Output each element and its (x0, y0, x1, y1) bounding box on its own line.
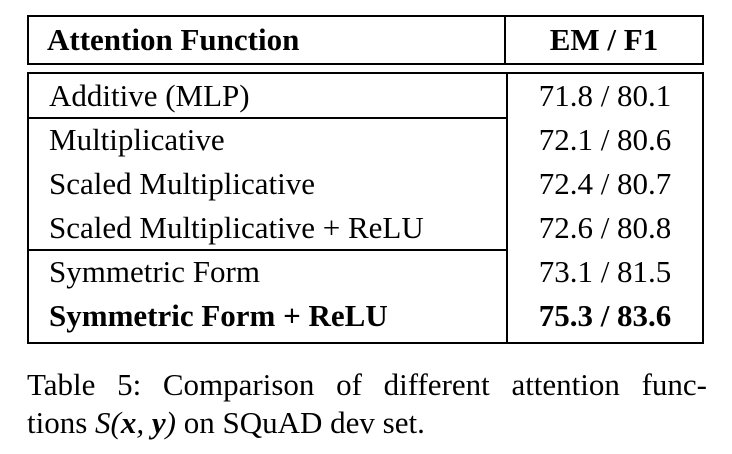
row-score: 75.3 / 83.6 (538, 298, 672, 333)
header-cell-function: Attention Function (29, 17, 506, 63)
caption-math-expression: S(x, y) (95, 405, 176, 440)
row-score: 71.8 / 80.1 (538, 78, 672, 113)
caption-line-1: Table 5: Comparison of different attenti… (27, 367, 707, 402)
math-x-symbol: x (120, 405, 137, 440)
table-body: Additive (MLP) 71.8 / 80.1 Multiplicativ… (27, 72, 704, 344)
row-score: 72.6 / 80.8 (538, 210, 672, 245)
caption-line-2: tions S(x, y) on SQuAD dev set. (27, 404, 707, 442)
math-y-symbol: y (151, 405, 166, 440)
table-row: Scaled Multiplicative + ReLU 72.6 / 80.8 (29, 206, 702, 250)
row-function: Symmetric Form + ReLU (49, 298, 388, 333)
table-header: Attention Function EM / F1 (27, 15, 704, 65)
row-score: 72.1 / 80.6 (538, 122, 672, 157)
row-score: 72.4 / 80.7 (538, 166, 672, 201)
row-score: 73.1 / 81.5 (538, 254, 672, 289)
caption-prefix: tions (27, 405, 88, 440)
row-group-divider (29, 117, 506, 119)
column-divider (506, 74, 508, 342)
caption-suffix: on SQuAD dev set. (183, 405, 425, 440)
table-row-best: Symmetric Form + ReLU 75.3 / 83.6 (29, 294, 702, 338)
math-function-symbol: S (95, 405, 111, 440)
row-group-divider (29, 249, 506, 251)
row-function: Multiplicative (49, 122, 225, 157)
header-cell-score: EM / F1 (506, 17, 702, 63)
table-row: Symmetric Form 73.1 / 81.5 (29, 250, 702, 294)
row-function: Symmetric Form (49, 254, 260, 289)
table-row: Additive (MLP) 71.8 / 80.1 (29, 74, 702, 118)
table-caption: Table 5: Comparison of different attenti… (27, 366, 707, 442)
header-function-label: Attention Function (47, 22, 300, 57)
table-row: Scaled Multiplicative 72.4 / 80.7 (29, 162, 702, 206)
header-score-label: EM / F1 (549, 22, 659, 57)
row-function: Additive (MLP) (49, 78, 250, 113)
table-row: Multiplicative 72.1 / 80.6 (29, 118, 702, 162)
row-function: Scaled Multiplicative + ReLU (49, 210, 424, 245)
row-function: Scaled Multiplicative (49, 166, 316, 201)
